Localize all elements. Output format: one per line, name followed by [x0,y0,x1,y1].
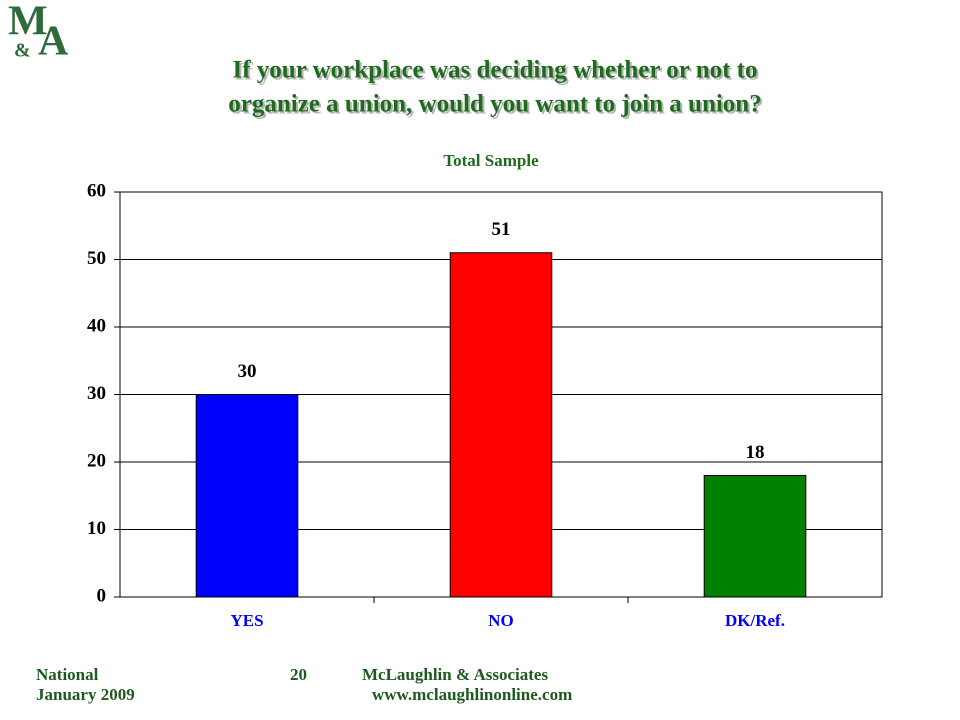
x-tick-label: DK/Ref. [725,611,785,630]
y-tick-label: 0 [97,585,107,606]
footer-text: January 2009 [36,685,135,704]
y-tick-label: 60 [87,180,106,201]
bar [449,252,553,598]
logo-letter: & [14,40,31,62]
y-tick-label: 50 [87,248,106,269]
title-shadow: If your workplace was deciding whether o… [235,59,760,86]
logo: M & A [8,0,69,65]
company: McLaughlin & Associates [362,665,548,684]
y-tick-label: 20 [87,450,106,471]
y-tick-label: 40 [87,315,106,336]
url: www.mclaughlinonline.com [372,685,572,704]
x-tick-label: YES [230,611,263,630]
value-label: 18 [746,442,765,463]
logo-letter: M [8,0,48,45]
y-tick-label: 10 [87,518,106,539]
logo-letter: A [38,19,69,65]
x-tick-label: NO [488,611,514,630]
chart-title: If your workplace was deciding whether o… [233,57,758,84]
footer-text: National [36,665,99,684]
value-label: 51 [492,219,511,240]
bar [703,475,807,598]
page-number: 20 [290,665,307,684]
chart-subtitle: Total Sample [443,151,539,170]
title-shadow: organize a union, would you want to join… [230,93,763,120]
value-label: 30 [238,361,257,382]
y-tick-label: 30 [87,383,106,404]
chart-title: organize a union, would you want to join… [228,91,761,118]
bar [195,394,299,598]
